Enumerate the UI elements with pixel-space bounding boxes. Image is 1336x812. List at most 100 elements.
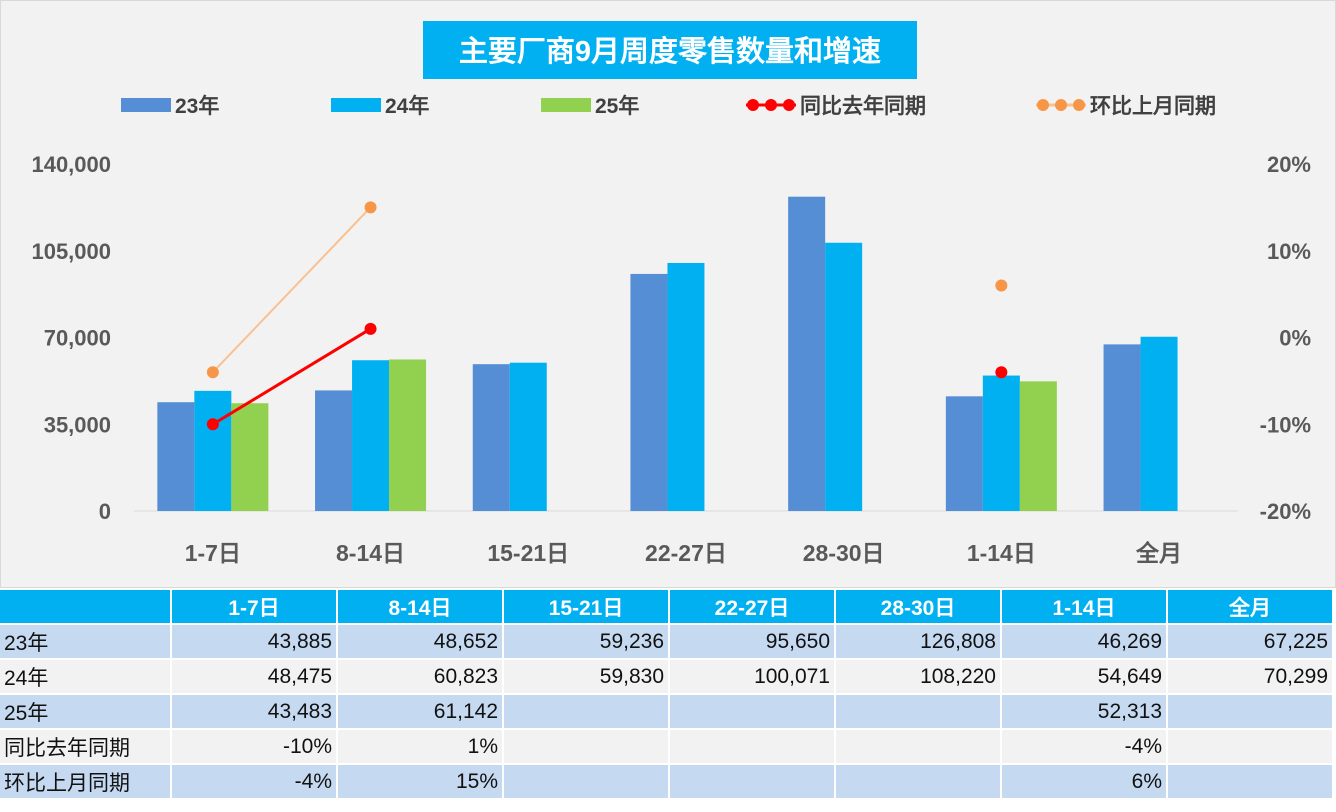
bar-25年-8-14日 bbox=[389, 359, 427, 511]
bar-24年-15-21日 bbox=[509, 362, 547, 511]
bar-23年-1-14日 bbox=[945, 396, 983, 511]
header-cell: 8-14日 bbox=[338, 590, 502, 623]
point-环比上月同期-1-7日 bbox=[206, 366, 219, 379]
bar-23年-28-30日 bbox=[788, 196, 826, 511]
table-cell: 43,885 bbox=[172, 625, 336, 658]
legend-label: 25年 bbox=[595, 94, 639, 118]
y-right-tick-label: 20% bbox=[1267, 152, 1311, 177]
title-box bbox=[423, 21, 917, 79]
bar-23年-8-14日 bbox=[315, 390, 353, 511]
table-row: 环比上月同期 -4% 15% 6% bbox=[0, 765, 1332, 798]
y-right-tick-label: 10% bbox=[1267, 239, 1311, 264]
legend-marker bbox=[1055, 99, 1067, 111]
bar-23年-22-27日 bbox=[630, 273, 668, 511]
x-tick-label: 全月 bbox=[1135, 540, 1182, 566]
y-left-tick-label: 70,000 bbox=[44, 326, 111, 351]
table-cell: -10% bbox=[172, 730, 336, 763]
table-row: 同比去年同期 -10% 1% -4% bbox=[0, 730, 1332, 763]
legend-label: 环比上月同期 bbox=[1090, 95, 1216, 118]
bar-23年-全月 bbox=[1103, 344, 1141, 511]
legend-marker bbox=[747, 99, 759, 111]
point-同比去年同期-1-14日 bbox=[995, 366, 1008, 379]
bar-24年-28-30日 bbox=[825, 242, 863, 512]
table-cell bbox=[504, 730, 668, 763]
x-tick-label: 1-7日 bbox=[185, 540, 241, 566]
bar-25年-1-7日 bbox=[231, 403, 269, 511]
table-cell: 108,220 bbox=[836, 660, 1000, 693]
table-cell: -4% bbox=[172, 765, 336, 798]
y-right-tick-label: -20% bbox=[1260, 499, 1311, 524]
header-cell: 22-27日 bbox=[670, 590, 834, 623]
table-row: 23年 43,885 48,652 59,236 95,650 126,808 46,269… bbox=[0, 625, 1332, 658]
chart-svg: 主要厂商9月周度零售数量和增速 23年 24年 25年 同比去年同期 环比上月同期 0 3… bbox=[31, 21, 1311, 566]
table-cell: 6% bbox=[1002, 765, 1166, 798]
table-cell bbox=[670, 765, 834, 798]
bar-24年-8-14日 bbox=[352, 360, 390, 511]
legend-swatch bbox=[541, 98, 591, 112]
table-cell: 59,236 bbox=[504, 625, 668, 658]
y-left-tick-label: 0 bbox=[99, 499, 111, 524]
x-tick-label: 15-21日 bbox=[487, 540, 569, 566]
x-tick-label: 1-14日 bbox=[967, 540, 1036, 566]
table-row: 24年 48,475 60,823 59,830 100,071 108,220 54,64… bbox=[0, 660, 1332, 693]
table-cell: 1% bbox=[338, 730, 502, 763]
legend-swatch bbox=[121, 98, 171, 112]
x-tick-label: 22-27日 bbox=[645, 540, 727, 566]
table-cell: 100,071 bbox=[670, 660, 834, 693]
table-cell bbox=[504, 695, 668, 728]
table-cell: 48,475 bbox=[172, 660, 336, 693]
table-cell: 61,142 bbox=[338, 695, 502, 728]
header-cell: 1-7日 bbox=[172, 590, 336, 623]
legend-marker bbox=[1037, 99, 1049, 111]
legend-swatch bbox=[331, 98, 381, 112]
table-cell: -4% bbox=[1002, 730, 1166, 763]
y-right-tick-label: -10% bbox=[1260, 412, 1311, 437]
table-row: 25年 43,483 61,142 52,313 bbox=[0, 695, 1332, 728]
y-right-tick-label: 0% bbox=[1279, 326, 1311, 351]
table-cell: 67,225 bbox=[1168, 625, 1332, 658]
table-cell bbox=[670, 695, 834, 728]
marks bbox=[157, 196, 1178, 512]
y-left-tick-label: 105,000 bbox=[31, 239, 111, 264]
point-同比去年同期-1-7日 bbox=[206, 418, 219, 431]
header-cell bbox=[0, 590, 170, 623]
table-cell: 52,313 bbox=[1002, 695, 1166, 728]
row-label: 同比去年同期 bbox=[0, 730, 170, 763]
table-cell: 126,808 bbox=[836, 625, 1000, 658]
point-环比上月同期-8-14日 bbox=[364, 201, 377, 214]
table-cell bbox=[836, 730, 1000, 763]
bar-25年-1-14日 bbox=[1019, 381, 1057, 511]
table-cell: 60,823 bbox=[338, 660, 502, 693]
table-cell: 43,483 bbox=[172, 695, 336, 728]
header-cell: 28-30日 bbox=[836, 590, 1000, 623]
data-table: 1-7日 8-14日 15-21日 22-27日 28-30日 1-14日 全月 23年 43,… bbox=[0, 588, 1334, 800]
legend-label: 23年 bbox=[175, 94, 219, 118]
legend-marker bbox=[1073, 99, 1085, 111]
table-cell: 70,299 bbox=[1168, 660, 1332, 693]
table-cell bbox=[1168, 765, 1332, 798]
chart-title: 主要厂商9月周度零售数量和增速 bbox=[459, 35, 881, 68]
x-tick-label: 28-30日 bbox=[803, 540, 885, 566]
x-tick-label: 8-14日 bbox=[336, 540, 405, 566]
table-cell bbox=[504, 765, 668, 798]
row-label: 环比上月同期 bbox=[0, 765, 170, 798]
row-label: 23年 bbox=[0, 625, 170, 658]
table-cell bbox=[1168, 695, 1332, 728]
table-cell bbox=[1168, 730, 1332, 763]
legend: 23年 24年 25年 同比去年同期 环比上月同期 bbox=[121, 94, 1216, 118]
header-cell: 全月 bbox=[1168, 590, 1332, 623]
table-header: 1-7日 8-14日 15-21日 22-27日 28-30日 1-14日 全月 bbox=[0, 590, 1332, 623]
row-label: 24年 bbox=[0, 660, 170, 693]
table-cell bbox=[670, 730, 834, 763]
table-cell: 48,652 bbox=[338, 625, 502, 658]
y-left-tick-label: 35,000 bbox=[44, 412, 111, 437]
table-cell: 54,649 bbox=[1002, 660, 1166, 693]
bar-24年-1-7日 bbox=[194, 390, 232, 511]
table-cell: 95,650 bbox=[670, 625, 834, 658]
bar-24年-全月 bbox=[1140, 336, 1178, 511]
legend-marker bbox=[765, 99, 777, 111]
line-同比去年同期 bbox=[212, 327, 372, 426]
line-环比上月同期 bbox=[212, 206, 372, 373]
header-cell: 15-21日 bbox=[504, 590, 668, 623]
table-cell: 15% bbox=[338, 765, 502, 798]
